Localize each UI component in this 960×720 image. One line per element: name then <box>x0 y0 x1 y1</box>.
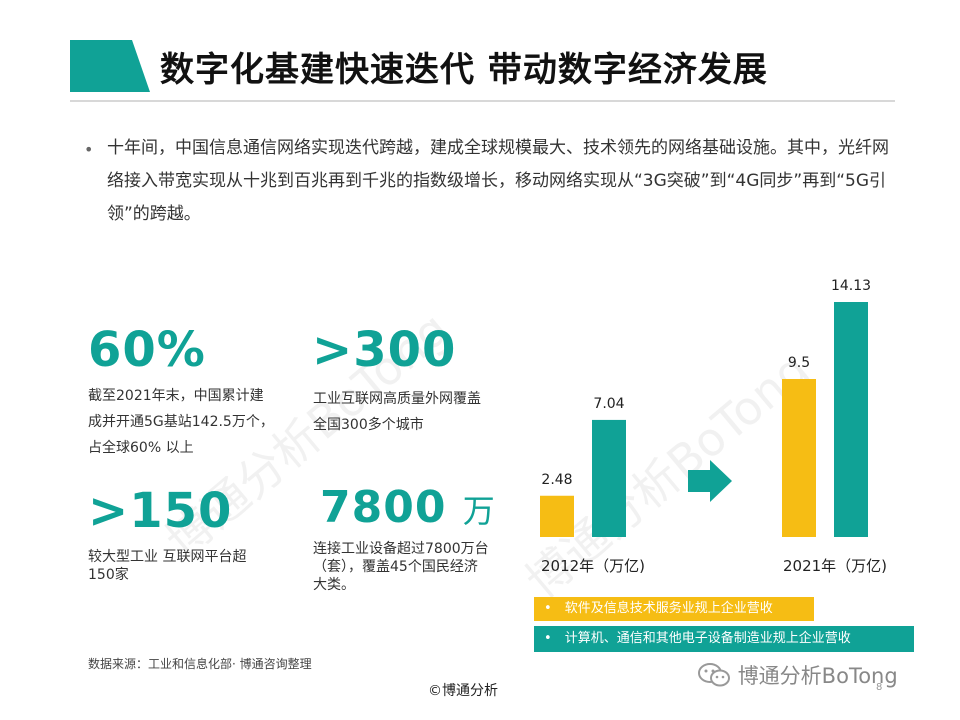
bar-chart-svg: 2.48 7.04 2012年（万亿) 9.5 14.13 2021年（万亿) <box>540 278 887 575</box>
stat-number: 7800 <box>320 482 447 533</box>
bar-data-label: 14.13 <box>831 278 871 294</box>
page-number: 8 <box>876 682 883 693</box>
bar-electronics-0 <box>592 419 626 537</box>
stat-value: 60% <box>88 322 206 378</box>
stat-description: 连接工业设备超过7800万台（套），覆盖45个国民经济大类。 <box>313 541 489 593</box>
bar-data-label: 9.5 <box>788 355 810 371</box>
legend-bullet: • <box>544 631 552 646</box>
legend-bullet: • <box>544 601 552 616</box>
page-title: 数字化基建快速迭代 带动数字经济发展 <box>160 50 768 90</box>
wechat-icon <box>697 662 731 693</box>
x-tick-label: 2012年（万亿) <box>541 557 645 575</box>
x-tick-label: 2021年（万亿) <box>783 557 887 575</box>
bar-electronics-1 <box>834 302 868 537</box>
stat-description: 较大型工业 互联网平台超150家 <box>88 549 247 583</box>
bar-software-0 <box>540 495 574 537</box>
bar-data-label: 7.04 <box>593 396 624 412</box>
bar-data-label: 2.48 <box>541 472 572 488</box>
wechat-watermark: 博通分析BoTong <box>697 660 898 693</box>
wechat-label: 博通分析BoTong <box>737 664 898 688</box>
stat-value: 7800 万 <box>320 482 496 533</box>
stat-value: >150 <box>88 483 233 539</box>
stat-description: 截至2021年末，中国累计建成并开通5G基站142.5万个，占全球60% 以上 <box>88 388 274 456</box>
legend-label: 软件及信息技术服务业规上企业营收 <box>564 601 773 616</box>
intro-paragraph: 十年间，中国信息通信网络实现迭代跨越，建成全球规模最大、技术领先的网络基础设施。… <box>107 138 889 224</box>
legend-item-electronics: • 计算机、通信和其他电子设备制造业规上企业营收 <box>534 626 914 652</box>
right-arrow-icon <box>688 460 732 502</box>
data-source-note: 数据来源：工业和信息化部· 博通咨询整理 <box>88 657 312 671</box>
bar-software-1 <box>782 379 816 537</box>
stat-description: 工业互联网高质量外网覆盖全国300多个城市 <box>313 391 481 433</box>
copyright: ©博通分析 <box>428 683 498 699</box>
stat-value: >300 <box>312 322 457 378</box>
title-divider <box>70 100 895 102</box>
bar-chart: 2.48 7.04 2012年（万亿) 9.5 14.13 2021年（万亿) <box>520 265 900 585</box>
stat-unit: 万 <box>462 492 496 530</box>
legend-item-software: • 软件及信息技术服务业规上企业营收 <box>534 597 814 621</box>
bullet-icon: • <box>84 140 94 159</box>
title-accent-bar <box>70 40 150 92</box>
legend-label: 计算机、通信和其他电子设备制造业规上企业营收 <box>564 631 851 646</box>
